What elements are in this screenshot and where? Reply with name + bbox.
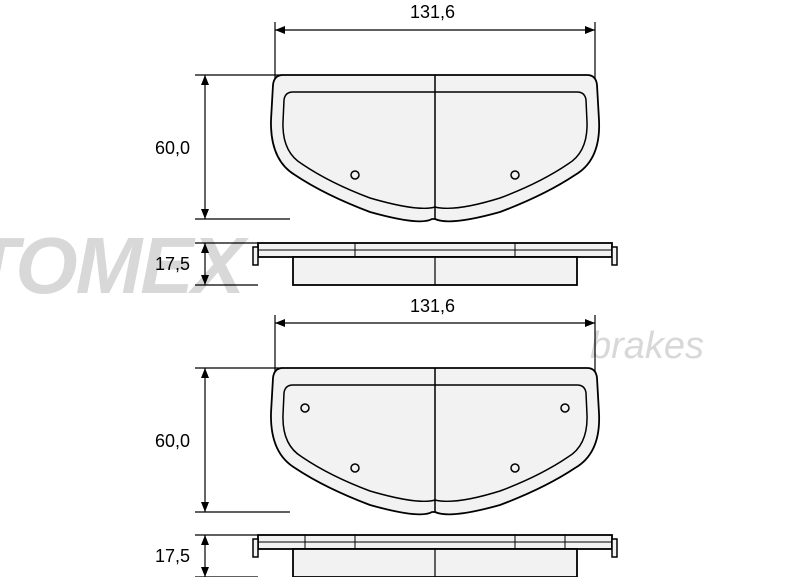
brake-pad-profile-bottom [195, 535, 617, 577]
brake-pad-profile-top [195, 243, 617, 285]
brake-pad-front-bottom [271, 368, 599, 514]
brake-pad-front-top [271, 75, 599, 221]
technical-drawing [0, 0, 786, 577]
